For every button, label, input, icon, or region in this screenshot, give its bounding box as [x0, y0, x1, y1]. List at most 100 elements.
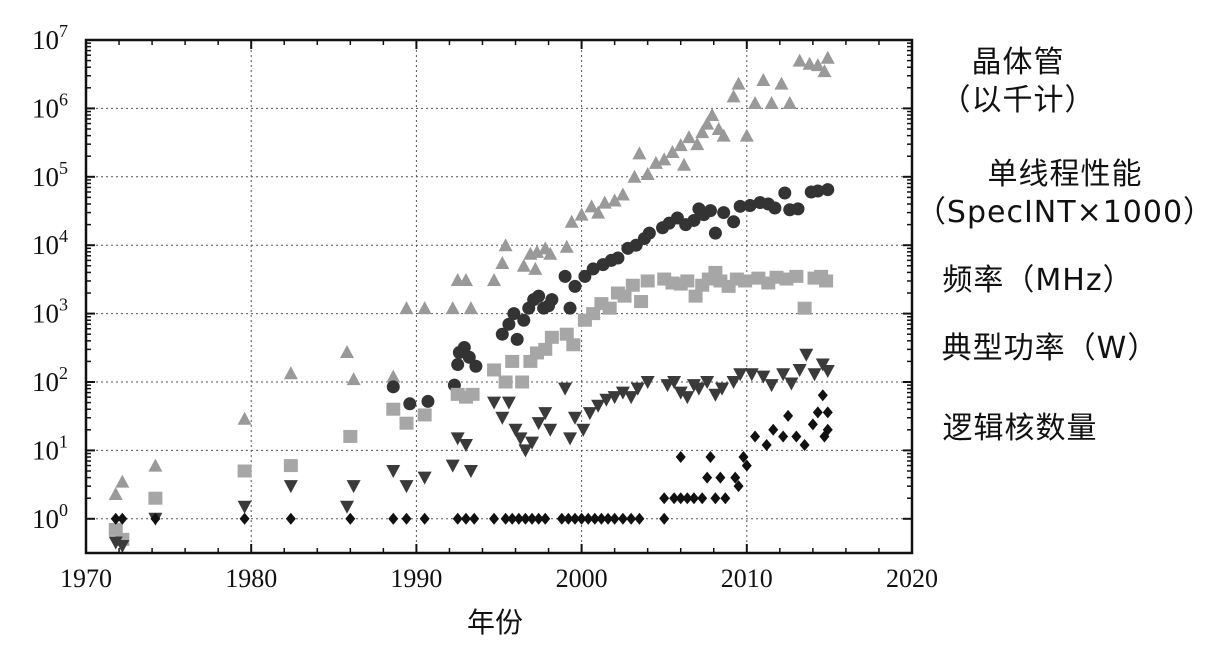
data-point	[673, 138, 688, 152]
data-point	[487, 396, 502, 410]
data-point	[462, 350, 476, 364]
data-point	[617, 512, 628, 525]
data-point	[403, 397, 417, 411]
data-point	[748, 95, 763, 109]
data-point	[642, 226, 656, 240]
data-point	[563, 432, 578, 446]
data-point	[739, 128, 754, 142]
data-point	[463, 464, 478, 478]
data-point	[108, 522, 123, 536]
data-point	[458, 272, 473, 286]
data-point	[237, 500, 252, 514]
data-point	[727, 215, 741, 229]
data-point	[495, 255, 510, 269]
data-point	[802, 56, 817, 70]
data-point	[733, 199, 747, 213]
data-point	[681, 130, 696, 144]
data-point	[283, 459, 298, 473]
legend-entry: 单线程性能 （SpecINT×1000）	[915, 156, 1211, 231]
data-point	[596, 512, 607, 525]
data-point	[576, 423, 591, 437]
data-point	[673, 386, 688, 400]
data-point	[108, 536, 123, 550]
data-point	[538, 407, 553, 421]
data-point	[640, 166, 655, 180]
data-point	[733, 368, 748, 382]
data-point	[340, 344, 355, 358]
data-point	[487, 363, 502, 377]
data-point	[544, 330, 559, 344]
data-point	[820, 50, 835, 64]
data-point	[615, 386, 630, 400]
data-point	[346, 372, 361, 386]
y-tick-label: 101	[32, 431, 68, 465]
data-point	[810, 58, 825, 72]
data-point	[768, 201, 782, 215]
data-point	[640, 274, 655, 288]
data-point	[716, 128, 731, 142]
data-point	[148, 458, 163, 472]
y-tick-label: 100	[32, 500, 68, 534]
data-point	[789, 269, 804, 283]
data-point	[584, 199, 599, 213]
data-point	[532, 289, 546, 303]
data-point	[783, 409, 794, 422]
data-point	[695, 125, 710, 139]
data-point	[421, 394, 435, 408]
data-point	[669, 492, 680, 505]
data-point	[445, 459, 460, 473]
data-point	[386, 464, 401, 478]
data-point	[609, 512, 620, 525]
data-point	[576, 512, 587, 525]
legend-entry-label: （以千计）	[940, 82, 1096, 118]
data-point	[237, 411, 252, 425]
data-point	[778, 430, 789, 443]
data-point	[500, 512, 511, 525]
data-point	[386, 369, 401, 383]
data-point	[733, 480, 744, 493]
data-point	[569, 512, 580, 525]
data-point	[730, 471, 741, 484]
data-point	[817, 389, 828, 402]
data-point	[417, 471, 432, 485]
data-point	[688, 492, 699, 505]
data-point	[150, 512, 161, 525]
data-point	[764, 95, 779, 109]
legend-entry-label: 单线程性能	[987, 157, 1143, 192]
data-point	[677, 157, 692, 171]
data-point	[346, 480, 361, 494]
data-point	[517, 313, 531, 327]
x-tick-label: 2000	[556, 564, 608, 593]
data-point	[708, 388, 723, 402]
legend-entry: 逻辑核数量	[870, 410, 1170, 448]
data-point	[617, 289, 632, 303]
legend-entry-label: 晶体管	[971, 45, 1065, 80]
data-point	[819, 274, 834, 288]
data-point	[741, 459, 752, 472]
y-tick-label: 104	[32, 226, 68, 260]
data-point	[634, 512, 645, 525]
data-point	[505, 354, 520, 368]
data-point	[782, 95, 797, 109]
y-tick-label: 103	[32, 295, 68, 329]
data-point	[495, 411, 510, 425]
data-point	[659, 492, 670, 505]
data-point	[578, 269, 592, 283]
y-tick-label: 105	[32, 158, 68, 192]
data-point	[515, 375, 530, 389]
data-point	[498, 238, 513, 252]
legend-entry-label: 逻辑核数量	[942, 411, 1098, 446]
data-point	[738, 274, 753, 288]
data-point	[108, 487, 123, 501]
data-point	[451, 358, 465, 372]
data-point	[399, 301, 414, 315]
data-point	[110, 512, 121, 525]
data-point	[543, 246, 558, 260]
data-point	[591, 205, 606, 219]
data-point	[715, 471, 726, 484]
data-point	[738, 451, 749, 464]
data-point	[239, 512, 250, 525]
data-point	[538, 342, 553, 356]
data-point	[516, 258, 531, 272]
data-point	[697, 492, 708, 505]
